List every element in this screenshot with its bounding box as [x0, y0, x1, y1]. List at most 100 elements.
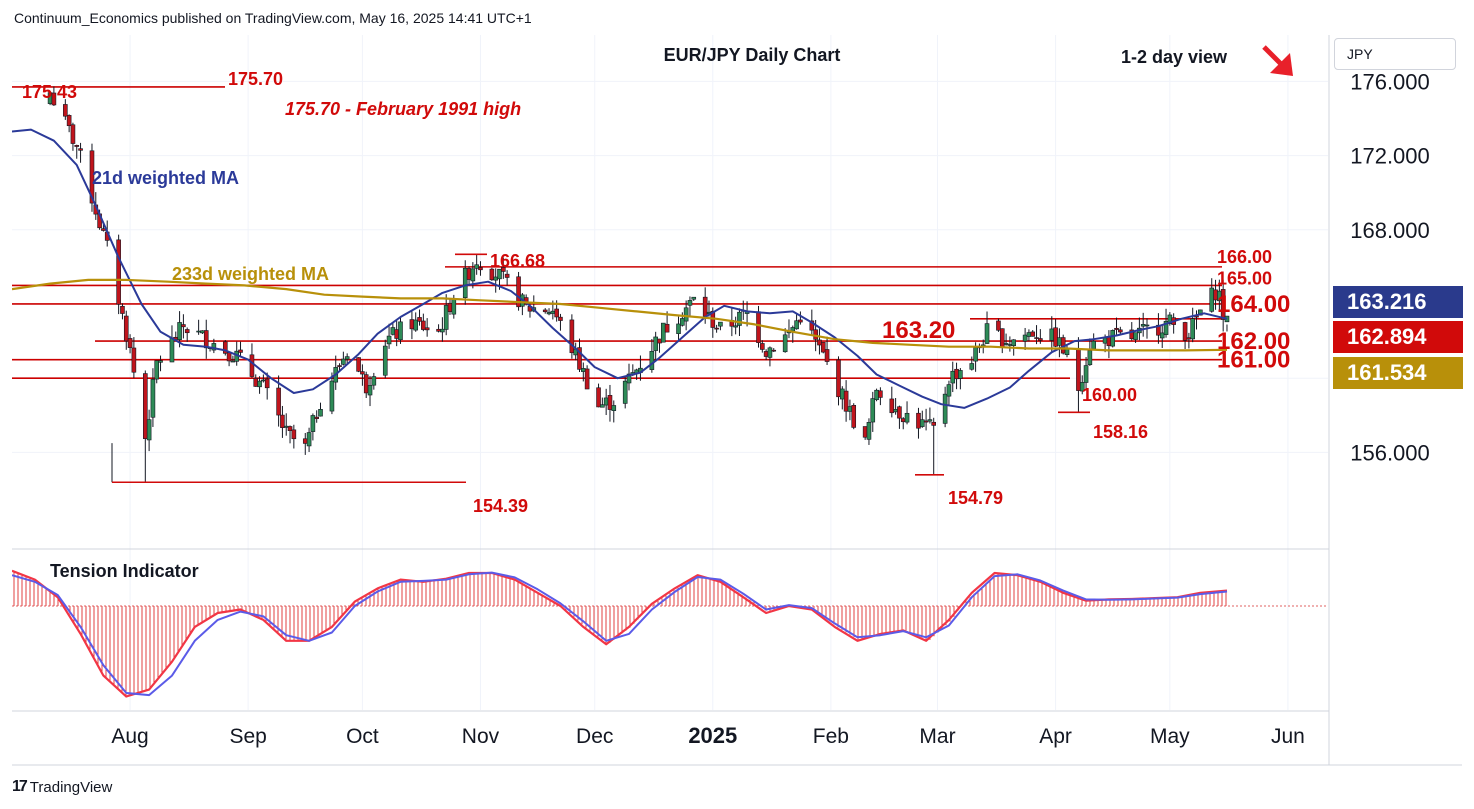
candle-up [200, 330, 205, 334]
level-label: 164.00 [1217, 291, 1290, 318]
candle-down [760, 343, 765, 350]
candle-down [143, 373, 148, 439]
candle-down [916, 412, 921, 429]
y-tick-label: 176.000 [1350, 69, 1430, 94]
candle-down [771, 349, 777, 352]
candle-down [203, 330, 209, 349]
candle-up [737, 311, 742, 326]
candle-up [158, 360, 163, 363]
candle-up [1091, 340, 1096, 350]
candle-down [607, 395, 613, 410]
candle-down [584, 368, 590, 390]
ma21-line [12, 128, 1228, 409]
candle-down [70, 124, 76, 144]
candle-down [466, 268, 472, 280]
candle-up [653, 336, 658, 351]
currency-label: JPY [1347, 46, 1373, 62]
candle-up [626, 373, 632, 384]
annotation-158-16: 158.16 [1093, 422, 1148, 442]
candle-down [360, 371, 365, 375]
candle-down [478, 267, 483, 271]
x-tick-label: Mar [919, 725, 955, 748]
candle-up [329, 380, 335, 412]
candle-up [973, 347, 978, 362]
level-label: 166.00 [1217, 247, 1272, 267]
candle-down [558, 316, 563, 321]
candle-up [893, 409, 898, 413]
price-tag-current: 163.216 [1333, 286, 1463, 318]
candle-up [676, 323, 681, 334]
candle-up [1049, 328, 1055, 341]
candle-up [1209, 287, 1215, 312]
candle-up [283, 425, 289, 428]
candle-up [1102, 337, 1108, 344]
candle-up [443, 305, 449, 330]
candle-down [280, 414, 285, 428]
candle-up [1087, 350, 1093, 366]
candle-up [341, 358, 346, 365]
candle-up [1079, 382, 1085, 392]
candle-down [409, 319, 415, 330]
tension-indicator-pane [12, 569, 1328, 698]
x-tick-label: Aug [111, 725, 148, 748]
x-tick-label: Oct [346, 725, 379, 748]
candle-down [356, 357, 361, 372]
oscillator-slow-line [12, 571, 1228, 697]
annotation-175-70: 175.70 [228, 69, 283, 89]
candle-up [550, 310, 556, 314]
candle-up [344, 356, 350, 360]
oscillator-fast-line [12, 569, 1228, 698]
candle-up [493, 276, 499, 281]
candle-up [680, 318, 685, 326]
tradingview-logo[interactable]: 17 TradingView [12, 778, 112, 796]
candle-down [436, 328, 441, 332]
candle-up [660, 322, 666, 343]
candle-up [310, 415, 316, 432]
x-tick-label: 2025 [688, 723, 737, 748]
candle-up [150, 379, 156, 418]
candle-down [51, 92, 57, 106]
candle-down [302, 438, 308, 444]
candle-up [470, 268, 476, 282]
candle-up [367, 385, 373, 396]
chart-title-group: EUR/JPY Daily Chart 1-2 day view Tension… [50, 45, 1293, 581]
currency-selector[interactable]: JPY [1334, 38, 1456, 70]
candle-down [394, 329, 399, 339]
candle-down [763, 351, 769, 357]
candle-down [954, 368, 959, 380]
candle-down [664, 323, 670, 333]
candle-up [958, 370, 963, 379]
candle-down [264, 378, 270, 389]
candle-up [413, 319, 419, 331]
candle-down [238, 349, 243, 353]
y-tick-label: 168.000 [1350, 218, 1430, 243]
y-tick-label: 156.000 [1350, 440, 1430, 465]
candle-down [1118, 329, 1123, 333]
candle-up [691, 296, 697, 300]
candle-down [931, 421, 937, 426]
candle-down [222, 341, 228, 354]
candle-up [398, 321, 403, 341]
candle-up [1022, 334, 1028, 342]
candle-up [950, 370, 956, 384]
candle-down [101, 228, 106, 231]
candle-down [489, 268, 495, 281]
candle-down [897, 406, 902, 419]
candle-down [74, 145, 80, 147]
annotation-160-00: 160.00 [1082, 385, 1137, 405]
candle-down [363, 374, 369, 394]
candle-down [291, 429, 297, 440]
x-axis: Aug Sep Oct Nov Dec 2025 Feb Mar Apr May Jun [111, 723, 1304, 748]
candle-up [154, 360, 160, 380]
candle-down [554, 308, 559, 318]
annotation-175-43: 175.43 [22, 82, 77, 102]
candle-up [382, 345, 388, 376]
candle-up [318, 409, 323, 417]
x-tick-label: Apr [1039, 725, 1072, 748]
attribution-text: Continuum_Economics published on Trading… [14, 10, 532, 26]
candle-up [866, 422, 872, 440]
candle-down [817, 339, 822, 346]
tension-indicator-title: Tension Indicator [50, 561, 199, 581]
price-tag-ma233: 161.534 [1333, 357, 1463, 389]
